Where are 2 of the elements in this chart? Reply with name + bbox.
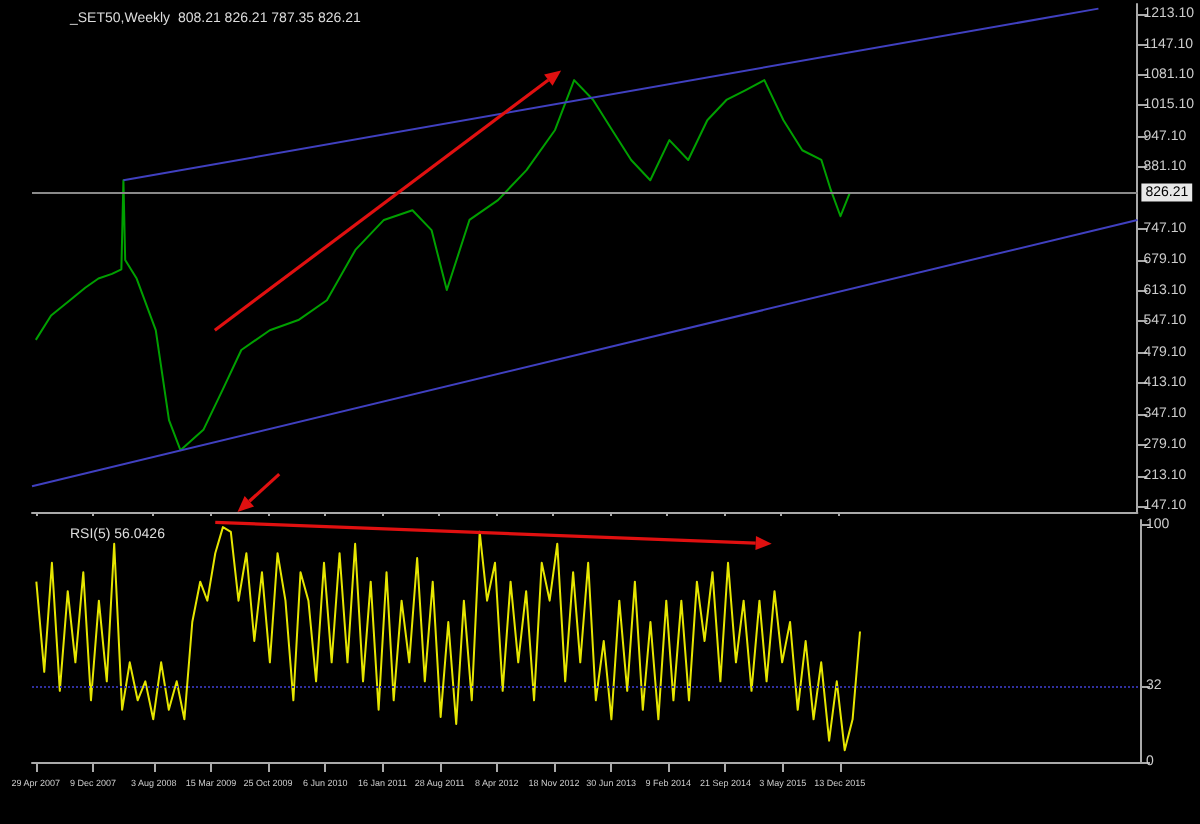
line-series <box>35 526 861 752</box>
line-series <box>34 79 851 452</box>
